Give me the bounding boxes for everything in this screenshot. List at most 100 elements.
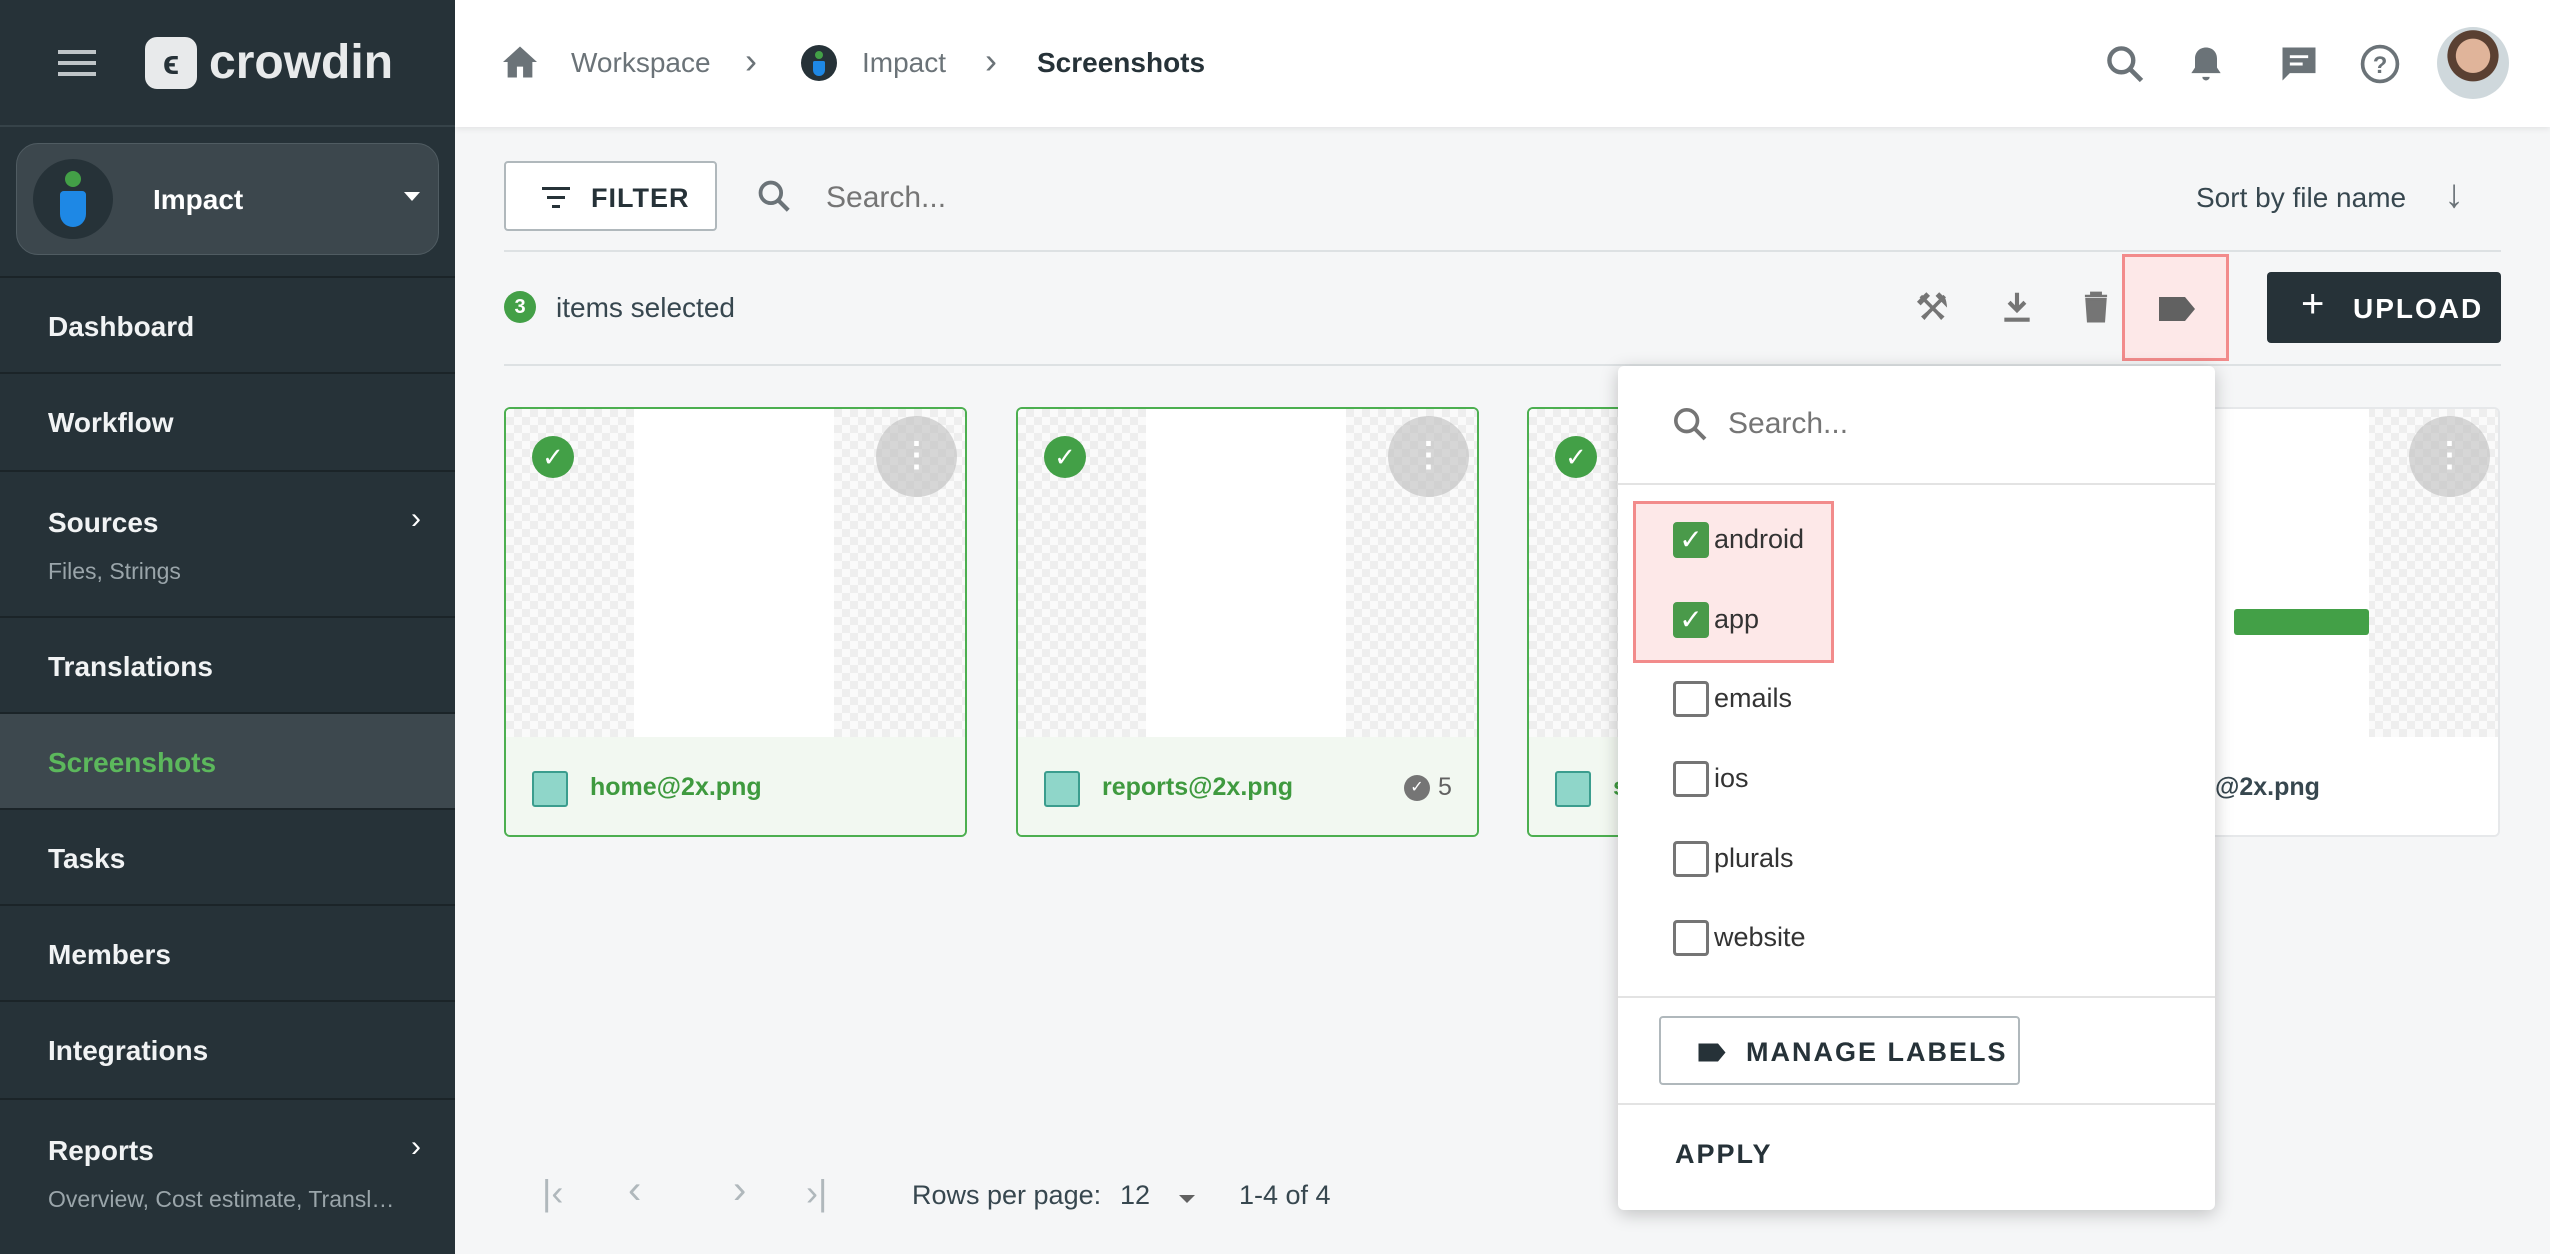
chevron-right-icon: ›	[411, 1130, 421, 1163]
sidebar-item-screenshots[interactable]: Screenshots	[0, 712, 455, 808]
sidebar: ϵ crowdin Impact Dashboard Workflow Sour…	[0, 0, 455, 1254]
nav-label: Workflow	[48, 407, 174, 438]
upload-label: UPLOAD	[2353, 293, 2484, 324]
manage-labels-button[interactable]: MANAGE LABELS	[1659, 1016, 2020, 1085]
nav-label: Integrations	[48, 1035, 209, 1066]
magic-wand-icon[interactable]: ⚒	[1915, 287, 1950, 329]
project-name: Impact	[153, 184, 244, 215]
apply-button[interactable]: APPLY	[1675, 1139, 1773, 1169]
project-selector[interactable]: Impact	[16, 143, 439, 255]
selected-check-icon[interactable]: ✓	[1555, 436, 1597, 478]
top-bar: Workspace › Impact › Screenshots ?	[455, 0, 2550, 127]
label-name: ios	[1714, 763, 1749, 793]
rows-per-page-select[interactable]: 12	[1120, 1180, 1151, 1210]
selected-count-badge: 3	[504, 291, 536, 323]
home-icon[interactable]	[501, 45, 539, 79]
arrow-down-icon[interactable]: ↓	[2444, 172, 2464, 216]
checkbox[interactable]	[1673, 681, 1709, 717]
approved-check-icon: ✓	[1404, 775, 1430, 801]
filter-label: FILTER	[591, 183, 690, 213]
nav-label: Tasks	[48, 843, 126, 874]
breadcrumb-workspace[interactable]: Workspace	[571, 47, 711, 78]
label-search-input[interactable]	[1728, 402, 2168, 446]
breadcrumb-impact[interactable]: Impact	[862, 47, 947, 78]
screenshot-card[interactable]: ✓ ⋮ reports@2x.png ✓ 5	[1016, 407, 1479, 837]
search-icon	[758, 180, 790, 212]
help-icon[interactable]: ?	[2358, 42, 2402, 86]
checkbox[interactable]	[1673, 920, 1709, 956]
last-page-icon[interactable]: ›|	[806, 1172, 828, 1213]
label-name: website	[1714, 922, 1806, 952]
sidebar-item-reports[interactable]: Reports Overview, Cost estimate, Transl… ›	[0, 1098, 455, 1244]
caret-down-icon	[404, 192, 420, 201]
chevron-right-icon: ›	[745, 40, 757, 81]
upload-button[interactable]: + UPLOAD	[2267, 272, 2501, 343]
nav-label: Dashboard	[48, 311, 195, 342]
sidebar-item-integrations[interactable]: Integrations	[0, 1000, 455, 1098]
sidebar-item-workflow[interactable]: Workflow	[0, 372, 455, 470]
filter-icon	[542, 187, 570, 208]
crowdin-logo[interactable]: ϵ crowdin	[145, 36, 397, 91]
download-icon[interactable]	[1998, 288, 2036, 326]
next-page-icon[interactable]: ›	[733, 1168, 747, 1212]
chat-icon[interactable]	[2277, 42, 2321, 86]
image-icon	[532, 771, 568, 807]
translation-count: 5	[1438, 773, 1452, 801]
label-button[interactable]	[2122, 254, 2229, 361]
card-filename: @2x.png	[2215, 773, 2320, 801]
checkbox[interactable]	[1673, 761, 1709, 797]
label-name: android	[1714, 524, 1805, 554]
nav-label: Sources	[48, 507, 159, 538]
chevron-right-icon: ›	[985, 40, 997, 81]
sidebar-item-translations[interactable]: Translations	[0, 616, 455, 712]
search-icon	[1674, 408, 1707, 441]
nav-label: Reports	[48, 1135, 154, 1166]
more-options-icon[interactable]: ⋮	[1388, 416, 1469, 497]
nav-label: Translations	[48, 651, 213, 682]
card-filename: reports@2x.png	[1102, 773, 1294, 801]
crowdin-logo-icon: ϵ	[145, 37, 197, 89]
first-page-icon[interactable]: |‹	[542, 1172, 564, 1213]
plus-icon: +	[2301, 282, 2325, 326]
sort-dropdown[interactable]: Sort by file name	[2196, 182, 2407, 213]
items-selected-text: items selected	[556, 292, 735, 323]
bell-icon[interactable]	[2184, 42, 2228, 86]
selected-check-icon[interactable]: ✓	[532, 436, 574, 478]
project-icon	[801, 45, 837, 81]
selected-check-icon[interactable]: ✓	[1044, 436, 1086, 478]
screenshot-thumbnail	[506, 409, 965, 737]
more-options-icon[interactable]: ⋮	[876, 416, 957, 497]
label-name: app	[1714, 604, 1760, 634]
image-icon	[1044, 771, 1080, 807]
user-avatar[interactable]	[2437, 27, 2509, 99]
caret-down-icon[interactable]	[1179, 1195, 1195, 1203]
label-name: emails	[1714, 683, 1793, 713]
prev-page-icon[interactable]: ‹	[628, 1168, 642, 1212]
labels-dropdown: ✓android ✓app emails ios plurals website…	[1618, 366, 2215, 1210]
label-name: plurals	[1714, 843, 1794, 873]
nav-sublabel: Files, Strings	[48, 558, 181, 584]
search-input[interactable]	[826, 176, 1526, 220]
sidebar-item-members[interactable]: Members	[0, 904, 455, 1000]
delete-icon[interactable]	[2077, 287, 2115, 327]
sidebar-item-dashboard[interactable]: Dashboard	[0, 276, 455, 372]
sidebar-item-sources[interactable]: Sources Files, Strings ›	[0, 470, 455, 616]
nav-sublabel: Overview, Cost estimate, Transl…	[48, 1186, 395, 1212]
screenshot-card[interactable]: ✓ ⋮ home@2x.png	[504, 407, 967, 837]
filter-button[interactable]: FILTER	[504, 161, 717, 231]
checkbox[interactable]	[1673, 841, 1709, 877]
rows-per-page-label: Rows per page:	[912, 1180, 1102, 1210]
checkbox-checked[interactable]: ✓	[1673, 602, 1709, 638]
pagination-range: 1-4 of 4	[1239, 1180, 1331, 1210]
search-icon[interactable]	[2103, 42, 2147, 86]
breadcrumb-screenshots: Screenshots	[1037, 47, 1206, 78]
checkbox-checked[interactable]: ✓	[1673, 522, 1709, 558]
image-icon	[1555, 771, 1591, 807]
nav-label: Screenshots	[48, 747, 217, 778]
project-avatar	[33, 159, 113, 239]
manage-labels-label: MANAGE LABELS	[1746, 1037, 2008, 1067]
more-options-icon[interactable]: ⋮	[2409, 416, 2490, 497]
menu-icon[interactable]	[58, 50, 96, 76]
card-filename: home@2x.png	[590, 773, 762, 801]
sidebar-item-tasks[interactable]: Tasks	[0, 808, 455, 904]
